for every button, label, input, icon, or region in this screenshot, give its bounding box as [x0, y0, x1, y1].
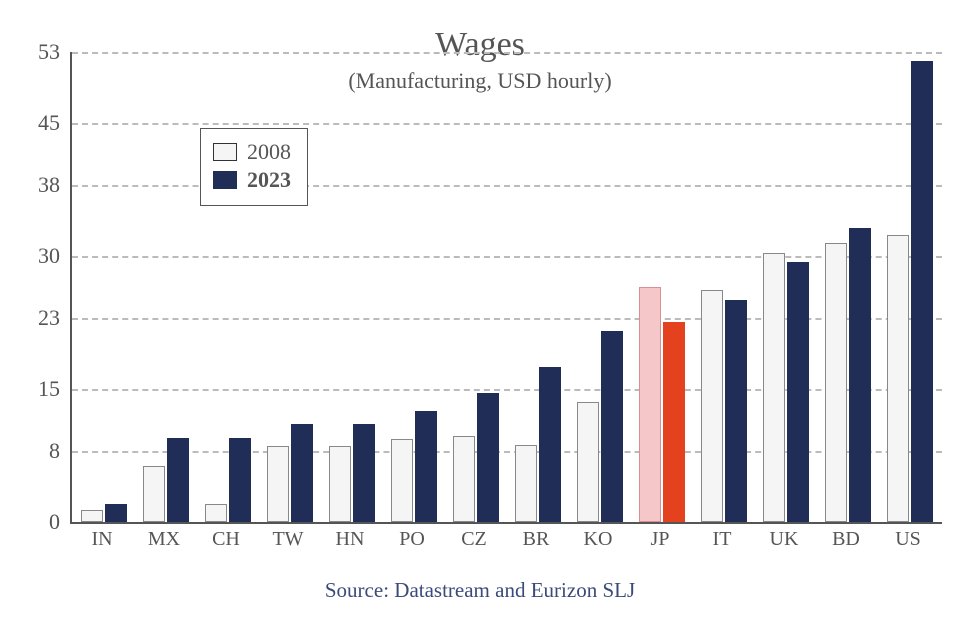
ytick-label: 15	[10, 376, 60, 402]
xtick-label: KO	[573, 528, 623, 551]
bar-2008	[577, 402, 599, 522]
xtick-label: IT	[697, 528, 747, 551]
bar-2008	[639, 287, 661, 522]
xtick-label: CH	[201, 528, 251, 551]
bar-2008	[887, 235, 909, 522]
legend-item: 2023	[213, 167, 291, 193]
ytick-label: 45	[10, 110, 60, 136]
ytick-label: 23	[10, 305, 60, 331]
xtick-label: PO	[387, 528, 437, 551]
bar-2008	[453, 436, 475, 522]
bar-2023	[291, 424, 313, 522]
ytick-label: 30	[10, 243, 60, 269]
legend-item: 2008	[213, 139, 291, 165]
bar-2023	[849, 228, 871, 522]
xtick-label: CZ	[449, 528, 499, 551]
bar-2023	[911, 61, 933, 522]
bar-2023	[663, 322, 685, 522]
wages-chart: Wages (Manufacturing, USD hourly) 200820…	[0, 0, 960, 619]
bar-2023	[477, 393, 499, 522]
bar-2023	[539, 367, 561, 522]
xtick-label: TW	[263, 528, 313, 551]
xtick-label: HN	[325, 528, 375, 551]
gridline	[72, 389, 942, 391]
legend-label: 2008	[247, 139, 291, 165]
gridline	[72, 318, 942, 320]
legend: 20082023	[200, 128, 308, 206]
xtick-label: IN	[77, 528, 127, 551]
ytick-label: 38	[10, 172, 60, 198]
chart-source: Source: Datastream and Eurizon SLJ	[0, 578, 960, 603]
bar-2023	[415, 411, 437, 522]
bar-2023	[353, 424, 375, 522]
plot-area	[70, 52, 942, 524]
xtick-label: UK	[759, 528, 809, 551]
bar-2008	[391, 439, 413, 522]
ytick-label: 8	[10, 438, 60, 464]
xtick-label: US	[883, 528, 933, 551]
xtick-label: JP	[635, 528, 685, 551]
gridline	[72, 123, 942, 125]
bar-2008	[329, 446, 351, 522]
bar-2008	[81, 510, 103, 522]
ytick-label: 53	[10, 39, 60, 65]
gridline	[72, 52, 942, 54]
bar-2008	[701, 290, 723, 522]
legend-swatch	[213, 143, 237, 161]
legend-swatch	[213, 171, 237, 189]
bar-2008	[267, 446, 289, 522]
bar-2023	[167, 438, 189, 522]
bar-2008	[515, 445, 537, 522]
xtick-label: BD	[821, 528, 871, 551]
legend-label: 2023	[247, 167, 291, 193]
bar-2023	[725, 300, 747, 522]
gridline	[72, 256, 942, 258]
bar-2023	[601, 331, 623, 522]
bar-2008	[205, 504, 227, 522]
bar-2023	[229, 438, 251, 522]
xtick-label: MX	[139, 528, 189, 551]
bar-2008	[143, 466, 165, 522]
ytick-label: 0	[10, 509, 60, 535]
bar-2023	[787, 262, 809, 522]
xtick-label: BR	[511, 528, 561, 551]
bar-2008	[763, 253, 785, 522]
bar-2008	[825, 243, 847, 522]
gridline	[72, 451, 942, 453]
bar-2023	[105, 504, 127, 522]
